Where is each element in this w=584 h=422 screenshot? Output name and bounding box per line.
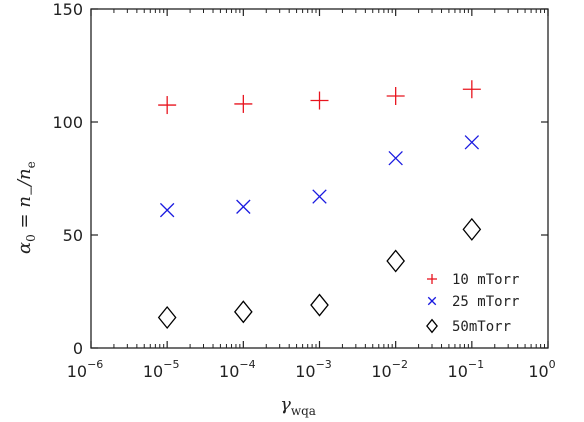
legend: 10 mTorr 25 mTorr 50mTorr: [426, 272, 519, 335]
x-axis-label: γwqa: [280, 394, 316, 418]
x-tick-label: 10−2: [371, 358, 408, 381]
y-tick-label: 0: [73, 339, 83, 358]
data-point-x: [464, 135, 480, 150]
data-point-diamond: [386, 249, 406, 273]
x-tick-label: 10−1: [448, 358, 485, 381]
legend-marker: [427, 296, 437, 306]
x-tick-label: 10−6: [67, 358, 104, 381]
data-point-diamond: [157, 305, 177, 330]
axis-labels: α0 = n−/ne γwqa: [14, 161, 316, 418]
x-tick-label: 10−5: [143, 358, 180, 381]
y-axis-label: α0 = n−/ne: [14, 161, 38, 254]
data-point-x: [236, 199, 251, 214]
data-point-plus: [310, 91, 329, 110]
x-tick-label: 10−4: [219, 358, 256, 381]
legend-label: 25 mTorr: [452, 294, 519, 310]
legend-marker: [427, 274, 437, 284]
plot-area: [90, 8, 549, 349]
x-tick-label: 100: [528, 358, 555, 381]
x-tick-label: 10−3: [295, 358, 332, 381]
data-point-plus: [462, 80, 481, 99]
y-tick-label: 100: [52, 113, 83, 132]
y-tick-label: 50: [63, 226, 83, 245]
legend-marker: [426, 318, 438, 334]
data-point-diamond: [462, 217, 482, 241]
data-point-plus: [158, 96, 177, 115]
axes: 10−6 10−5 10−4 10−3 10−2 10−1 100 0 50 100 150: [52, 0, 555, 381]
data-point-plus: [386, 87, 405, 106]
data-point-plus: [234, 94, 253, 113]
data-point-x: [388, 150, 403, 166]
data-point-diamond: [233, 300, 253, 324]
legend-label: 50mTorr: [452, 319, 511, 335]
legend-label: 10 mTorr: [452, 272, 519, 288]
y-tick-label: 150: [52, 0, 83, 19]
data-point-x: [312, 189, 327, 204]
data-point-diamond: [310, 293, 329, 317]
data-marks: [157, 80, 482, 330]
data-point-x: [159, 202, 175, 218]
